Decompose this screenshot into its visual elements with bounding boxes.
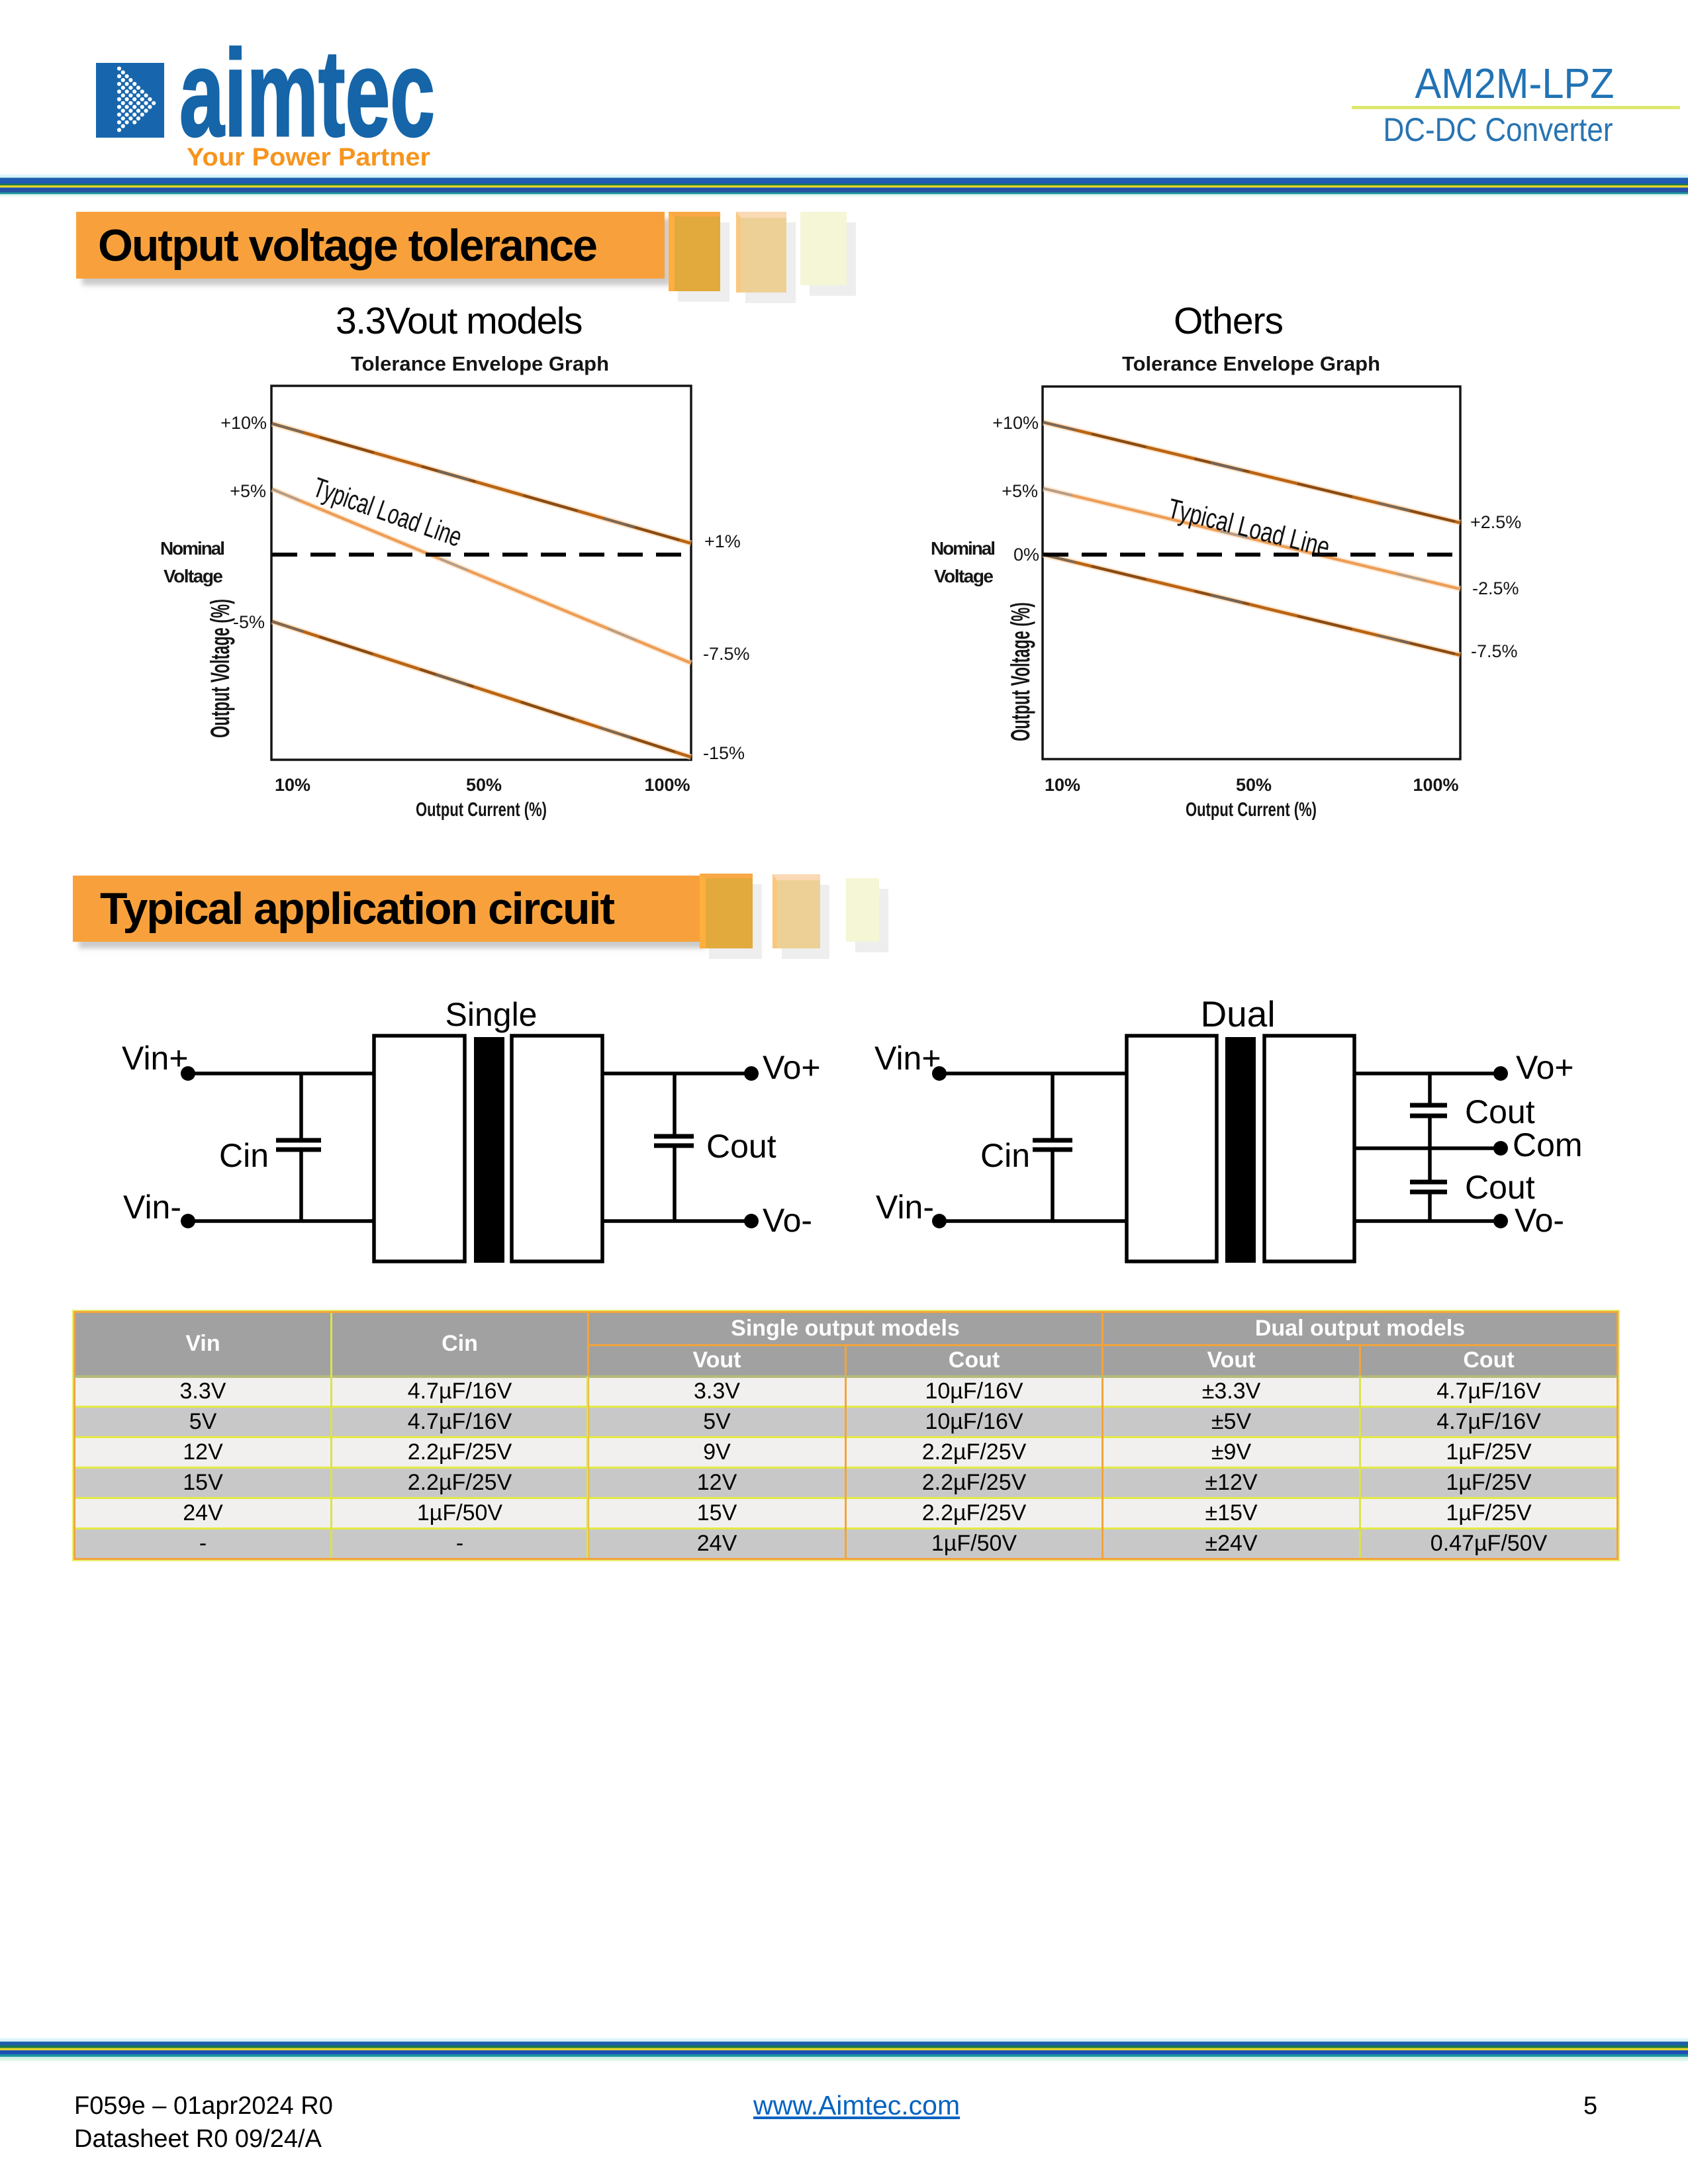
svg-text:Voltage: Voltage	[934, 566, 994, 586]
svg-text:+5%: +5%	[1002, 481, 1038, 501]
svg-text:Single: Single	[445, 996, 538, 1033]
svg-text:-2.5%: -2.5%	[1472, 578, 1519, 598]
svg-text:100%: 100%	[1413, 775, 1458, 795]
svg-text:Vo-: Vo-	[763, 1202, 812, 1239]
svg-text:Dual: Dual	[1200, 993, 1275, 1034]
svg-text:Output Voltage (%): Output Voltage (%)	[206, 599, 235, 738]
svg-text:+2.5%: +2.5%	[1470, 512, 1521, 532]
svg-text:+10%: +10%	[992, 413, 1039, 433]
svg-text:Vin-: Vin-	[876, 1189, 934, 1226]
svg-text:Tolerance Envelope Graph: Tolerance Envelope Graph	[1122, 352, 1380, 375]
svg-text:+5%: +5%	[230, 481, 266, 501]
svg-text:50%: 50%	[466, 775, 502, 795]
svg-text:Vin-: Vin-	[123, 1189, 181, 1226]
svg-text:50%: 50%	[1236, 775, 1272, 795]
svg-text:Voltage: Voltage	[164, 566, 223, 586]
svg-text:+1%: +1%	[704, 531, 741, 551]
svg-text:Cin: Cin	[219, 1137, 269, 1174]
svg-text:10%: 10%	[1045, 775, 1080, 795]
svg-text:Tolerance Envelope Graph: Tolerance Envelope Graph	[351, 352, 609, 375]
svg-text:Vin+: Vin+	[874, 1040, 941, 1077]
svg-text:Cout: Cout	[1465, 1169, 1535, 1206]
svg-text:Cin: Cin	[980, 1137, 1030, 1174]
svg-text:Cout: Cout	[1465, 1093, 1535, 1130]
svg-text:Output Voltage (%): Output Voltage (%)	[1006, 602, 1035, 741]
svg-text:-15%: -15%	[703, 743, 745, 763]
svg-text:Your Power Partner: Your Power Partner	[187, 144, 430, 171]
svg-text:Vo+: Vo+	[763, 1049, 821, 1086]
svg-text:aimtec: aimtec	[179, 25, 435, 162]
svg-text:-7.5%: -7.5%	[1471, 641, 1518, 661]
svg-text:-5%: -5%	[233, 612, 265, 632]
svg-text:10%: 10%	[275, 775, 310, 795]
svg-text:-7.5%: -7.5%	[703, 644, 750, 664]
svg-text:Vo+: Vo+	[1516, 1049, 1574, 1086]
svg-text:+10%: +10%	[220, 413, 267, 433]
svg-text:DC-DC Converter: DC-DC Converter	[1383, 111, 1613, 148]
svg-text:0%: 0%	[1013, 545, 1039, 565]
svg-text:Cout: Cout	[706, 1128, 776, 1165]
svg-text:AM2M-LPZ: AM2M-LPZ	[1415, 60, 1615, 107]
svg-text:Vo-: Vo-	[1515, 1202, 1564, 1239]
svg-text:Nominal: Nominal	[160, 538, 225, 559]
svg-text:100%: 100%	[644, 775, 690, 795]
svg-text:Nominal: Nominal	[931, 538, 996, 559]
svg-text:Output Current (%): Output Current (%)	[1186, 799, 1317, 821]
svg-text:Vin+: Vin+	[122, 1040, 189, 1077]
svg-text:Com: Com	[1513, 1126, 1583, 1163]
svg-text:Output Current (%): Output Current (%)	[416, 799, 547, 821]
